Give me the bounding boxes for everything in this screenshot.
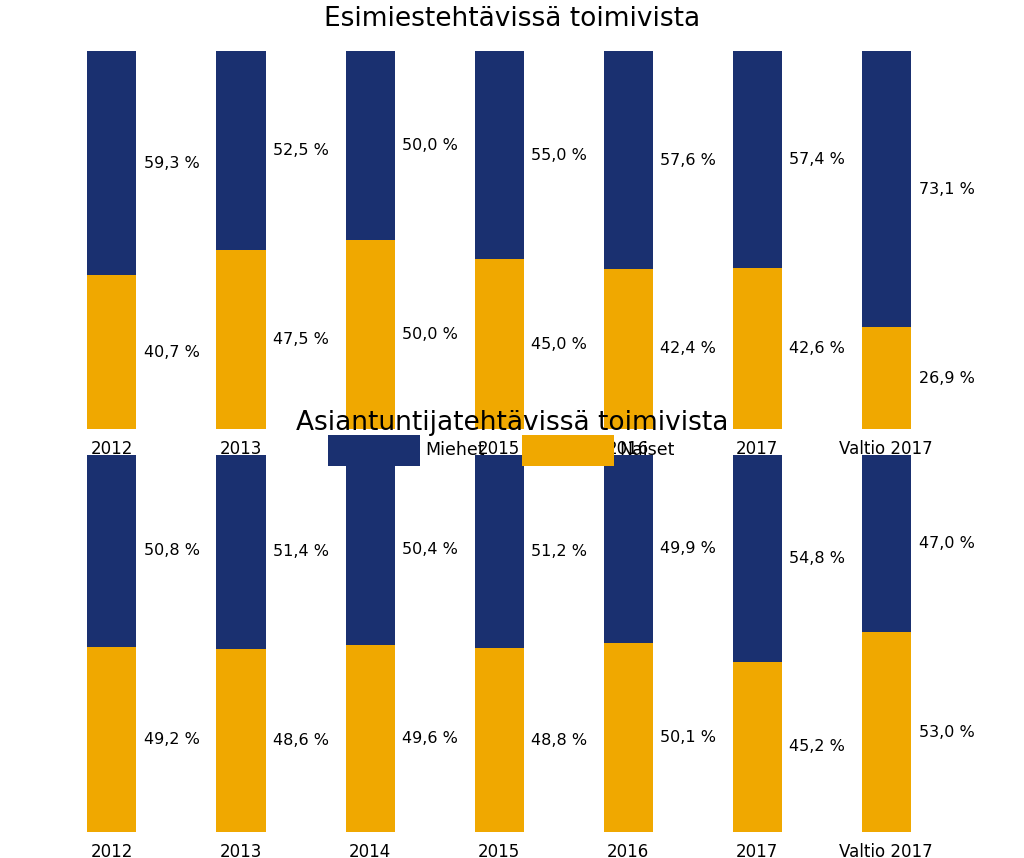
Text: 50,1 %: 50,1 % <box>660 730 717 746</box>
Bar <box>862 455 910 632</box>
Text: 50,8 %: 50,8 % <box>144 543 201 559</box>
Bar <box>733 51 781 269</box>
Bar <box>862 51 910 328</box>
Bar <box>474 455 523 648</box>
Text: 50,4 %: 50,4 % <box>402 542 458 558</box>
Bar <box>862 328 910 429</box>
Text: 55,0 %: 55,0 % <box>531 148 587 163</box>
Text: 50,0 %: 50,0 % <box>402 327 458 342</box>
Text: 45,0 %: 45,0 % <box>531 336 587 352</box>
Bar <box>87 275 136 429</box>
Text: 47,5 %: 47,5 % <box>273 332 329 347</box>
Bar <box>733 455 781 662</box>
Text: 48,8 %: 48,8 % <box>531 733 588 747</box>
Bar <box>345 645 394 832</box>
Text: Miehet: Miehet <box>425 442 484 459</box>
Bar <box>345 455 394 645</box>
Text: 73,1 %: 73,1 % <box>919 182 975 197</box>
Text: 49,9 %: 49,9 % <box>660 541 716 557</box>
Bar <box>603 644 652 832</box>
Bar <box>345 240 394 429</box>
Bar <box>87 51 136 275</box>
Bar <box>474 259 523 429</box>
Text: Naiset: Naiset <box>620 442 675 459</box>
Text: 48,6 %: 48,6 % <box>273 733 330 748</box>
Bar <box>474 648 523 832</box>
Bar <box>345 51 394 240</box>
Text: 53,0 %: 53,0 % <box>919 725 974 740</box>
Text: 26,9 %: 26,9 % <box>919 371 975 386</box>
Text: 52,5 %: 52,5 % <box>273 143 329 158</box>
Text: 57,6 %: 57,6 % <box>660 153 716 167</box>
Bar <box>603 269 652 429</box>
Text: 59,3 %: 59,3 % <box>144 156 200 171</box>
Text: 42,4 %: 42,4 % <box>660 341 716 356</box>
Bar <box>216 649 265 832</box>
Bar <box>603 455 652 644</box>
Title: Asiantuntijatehtävissä toimivista: Asiantuntijatehtävissä toimivista <box>296 410 728 436</box>
Bar <box>216 51 265 250</box>
Bar <box>603 51 652 269</box>
Text: 45,2 %: 45,2 % <box>790 740 846 754</box>
Bar <box>474 51 523 259</box>
Text: 49,6 %: 49,6 % <box>402 731 458 746</box>
Bar <box>216 250 265 429</box>
Bar <box>87 647 136 832</box>
Bar <box>733 662 781 832</box>
Text: 54,8 %: 54,8 % <box>790 551 846 565</box>
Text: 40,7 %: 40,7 % <box>144 345 200 360</box>
Text: 50,0 %: 50,0 % <box>402 138 458 154</box>
Text: 57,4 %: 57,4 % <box>790 153 846 167</box>
Title: Esimiestehtävissä toimivista: Esimiestehtävissä toimivista <box>324 7 700 33</box>
Bar <box>862 632 910 832</box>
Text: 49,2 %: 49,2 % <box>144 732 200 747</box>
Text: 51,2 %: 51,2 % <box>531 544 588 559</box>
Bar <box>87 455 136 647</box>
Text: 47,0 %: 47,0 % <box>919 536 975 551</box>
Text: 42,6 %: 42,6 % <box>790 341 846 356</box>
Bar <box>216 455 265 649</box>
Bar <box>733 269 781 429</box>
Text: 51,4 %: 51,4 % <box>273 544 330 559</box>
